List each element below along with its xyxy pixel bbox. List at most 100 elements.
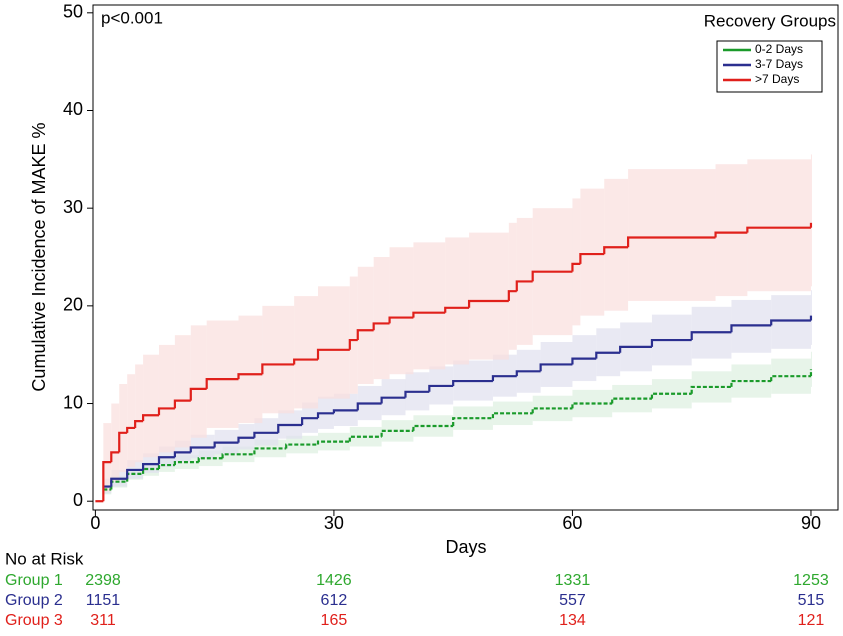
risk-row-label: Group 1 — [5, 572, 63, 589]
x-tick-label: 90 — [801, 513, 821, 533]
legend-label: 3-7 Days — [755, 57, 803, 71]
y-tick-label: 30 — [63, 197, 83, 217]
risk-count: 515 — [798, 592, 825, 609]
risk-count: 1151 — [86, 592, 121, 609]
step-line — [730, 324, 772, 333]
confidence-band — [628, 169, 716, 301]
step-line — [213, 441, 239, 448]
risk-table-title: No at Risk — [5, 549, 84, 568]
step-line — [690, 331, 732, 341]
step-line — [611, 397, 652, 404]
step-line — [491, 412, 533, 419]
confidence-band — [318, 286, 350, 399]
step-line — [261, 363, 295, 375]
step-line — [110, 451, 120, 463]
risk-count: 165 — [321, 612, 348, 629]
step-line — [316, 440, 350, 445]
step-line — [571, 357, 597, 365]
risk-count: 134 — [559, 612, 586, 629]
confidence-band — [747, 159, 811, 292]
step-line — [237, 373, 263, 380]
step-line — [221, 453, 255, 459]
step-line — [515, 370, 541, 377]
confidence-band — [508, 222, 517, 350]
step-line — [579, 252, 605, 264]
confidence-band — [111, 403, 120, 482]
confidence-band — [373, 257, 390, 380]
step-line — [412, 424, 454, 431]
risk-count: 121 — [798, 612, 825, 629]
step-line — [253, 431, 279, 438]
step-line — [730, 379, 772, 387]
confidence-band — [715, 164, 748, 297]
confidence-band — [810, 154, 812, 287]
step-line — [428, 384, 454, 392]
step-line — [348, 435, 382, 442]
confidence-band — [127, 374, 136, 468]
step-line — [714, 231, 748, 238]
step-line — [388, 316, 414, 324]
step-line — [595, 351, 621, 359]
confidence-band — [206, 320, 239, 428]
step-line — [372, 322, 390, 331]
step-line — [444, 306, 470, 313]
confidence-band — [572, 198, 581, 326]
step-line — [515, 280, 533, 292]
confidence-band — [158, 344, 175, 453]
x-tick-label: 0 — [90, 513, 100, 533]
confidence-band — [294, 296, 319, 409]
step-line — [332, 409, 358, 414]
step-line — [253, 447, 287, 455]
risk-count: 612 — [321, 592, 348, 609]
confidence-band — [103, 423, 112, 492]
confidence-band — [389, 247, 414, 375]
confidence-band — [469, 232, 509, 360]
step-line — [531, 407, 573, 414]
step-line — [348, 338, 358, 350]
step-line — [316, 348, 350, 360]
x-tick-label: 60 — [562, 513, 582, 533]
legend-box — [716, 40, 823, 93]
step-line — [452, 379, 493, 386]
step-line — [404, 390, 430, 398]
confidence-band — [580, 188, 605, 316]
step-line — [356, 402, 382, 411]
confidence-band — [349, 276, 358, 394]
confidence-band — [771, 295, 811, 349]
step-line — [134, 420, 144, 428]
step-line — [380, 396, 406, 404]
y-tick-label: 40 — [63, 99, 83, 119]
confidence-band — [604, 178, 629, 311]
y-tick-label: 10 — [63, 392, 83, 412]
confidence-band — [445, 237, 470, 365]
step-line — [141, 467, 159, 474]
step-line — [380, 429, 414, 437]
confidence-band — [135, 364, 144, 463]
confidence-band — [357, 266, 374, 384]
annotation: p<0.001 — [101, 8, 163, 27]
risk-count: 557 — [559, 592, 586, 609]
step-line — [690, 385, 732, 394]
step-line — [412, 311, 446, 318]
step-line — [189, 387, 207, 401]
legend-label: 0-2 Days — [755, 42, 803, 56]
step-line — [571, 262, 581, 272]
step-line — [157, 456, 175, 465]
step-line — [619, 345, 652, 353]
x-tick-label: 30 — [324, 513, 344, 533]
step-line — [157, 463, 175, 469]
step-line — [189, 446, 215, 453]
step-line — [746, 226, 811, 233]
step-line — [301, 417, 319, 426]
step-line — [173, 451, 191, 458]
step-line — [285, 443, 319, 449]
risk-row-label: Group 2 — [5, 592, 63, 609]
step-line — [277, 423, 303, 433]
step-line — [205, 378, 239, 389]
step-line — [293, 358, 319, 365]
step-line — [603, 246, 629, 255]
step-line — [770, 375, 811, 382]
step-line — [507, 290, 517, 301]
risk-row-label: Group 3 — [5, 612, 63, 629]
